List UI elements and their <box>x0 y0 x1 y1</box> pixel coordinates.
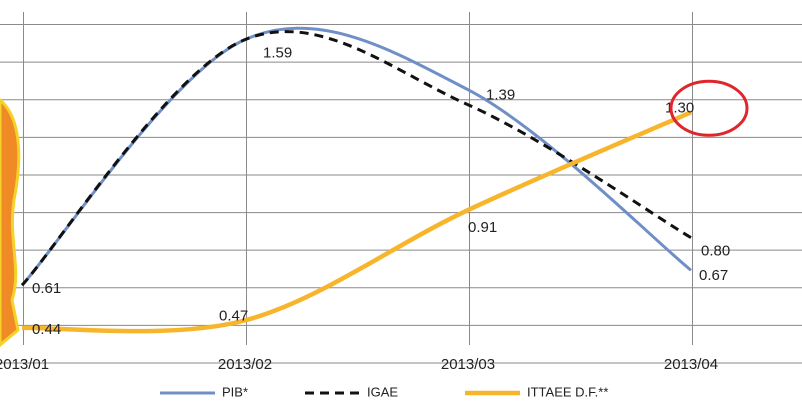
data-label: 0.61 <box>32 280 61 297</box>
highlight-circle <box>669 79 749 137</box>
legend-label: ITTAEE D.F.** <box>527 384 608 399</box>
data-label: 0.47 <box>219 307 248 324</box>
legend-label: IGAE <box>367 384 398 399</box>
series-line <box>20 30 692 287</box>
data-label: 0.80 <box>701 243 730 260</box>
data-label: 1.39 <box>486 87 515 104</box>
data-label: 0.44 <box>32 321 61 338</box>
data-label: 0.91 <box>468 219 497 236</box>
series-line <box>21 110 692 334</box>
labels: 2013/01 2013/02 2013/03 2013/04 0.61 1.59 1.39… <box>0 45 749 399</box>
x-tick-label: 2013/01 <box>0 356 49 373</box>
data-label: 1.30 <box>665 99 694 116</box>
decoration <box>0 98 21 347</box>
data-label: 0.67 <box>699 267 728 284</box>
plot-area <box>0 12 802 364</box>
series-line <box>20 26 692 287</box>
x-tick-label: 2013/02 <box>218 356 272 373</box>
x-tick-label: 2013/04 <box>664 356 718 373</box>
legend-label: PIB* <box>222 384 248 399</box>
x-tick-label: 2013/03 <box>441 356 495 373</box>
data-label: 1.59 <box>263 45 292 62</box>
